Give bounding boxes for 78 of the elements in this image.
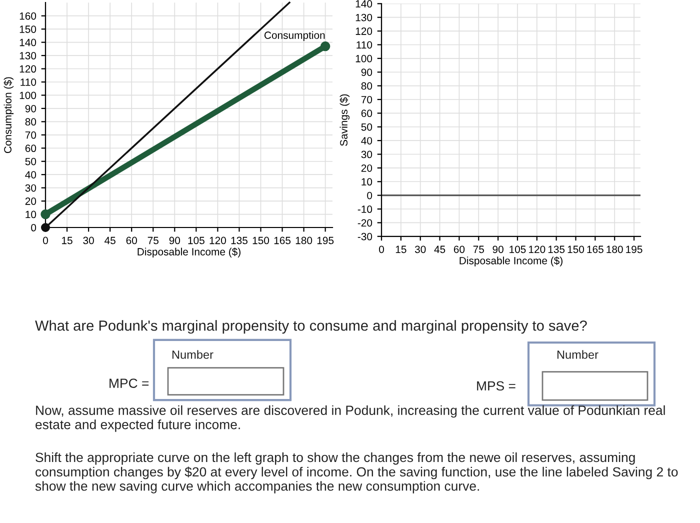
x-tick-label: 45 [104,236,116,244]
point [40,209,50,220]
x-tick-label: 150 [568,246,584,254]
y-tick-label: -20 [358,219,372,227]
x-tick-label: 165 [587,246,604,254]
text: What are Podunk's marginal propensity to consume and marginal propensity to save? [35,320,587,334]
text: Now, assume massive oil reserves are discovered in Podunk, increasing the current value of Podunkian real estate and expected future income. [36,405,665,432]
y-tick-label: 120 [356,28,372,35]
y-tick-label: 110 [356,41,372,49]
x-tick-label: 75 [473,246,484,254]
x-axis-title: Disposable Income ($) [138,248,240,258]
x-tick-label: 105 [188,236,204,244]
y-tick-label: 60 [361,110,372,118]
point [320,41,330,52]
y-tick-label: 90 [25,104,36,112]
y-tick-label: 0 [367,192,372,200]
y-tick-label: 40 [361,137,372,144]
y-tick-label: 70 [361,96,372,104]
y-tick-label: 140 [20,38,36,46]
y-tick-label: 110 [20,78,36,86]
y-tick-label: -30 [358,232,372,240]
y-tick-label: -10 [358,206,372,213]
y-tick-label: 160 [20,12,36,20]
text: MPC = [110,378,149,388]
y-tick-label: 70 [25,131,36,139]
x-tick-label: 30 [414,246,426,254]
text: MPS = [477,381,516,391]
y-tick-label: 50 [361,123,372,131]
x-tick-label: 60 [126,236,137,244]
text: Number [557,350,598,359]
x-axis-title: Disposable Income ($) [460,256,562,266]
x-tick-label: 120 [210,236,226,244]
y-tick-label: 80 [25,118,36,126]
x-tick-label: 75 [148,236,158,244]
x-tick-label: 90 [169,236,180,244]
y-axis-title: Consumption ($) [4,77,14,154]
x-tick-label: 180 [606,246,623,254]
x-tick-label: 15 [62,236,72,244]
y-tick-label: 40 [25,171,36,178]
y-tick-label: 20 [361,164,372,172]
x-tick-label: 90 [492,246,504,254]
y-tick-label: 100 [356,54,372,62]
y-tick-label: 50 [25,158,36,166]
y-axis-title: Savings ($) [340,94,350,146]
x-tick-label: 165 [274,236,291,244]
x-tick-label: 30 [83,236,94,244]
x-tick-label: 195 [626,246,642,254]
x-tick-label: 150 [252,236,270,244]
point [41,223,50,232]
y-tick-label: 130 [356,14,372,22]
x-tick-label: 0 [43,236,48,244]
x-tick-label: 0 [379,246,384,254]
x-tick-label: 45 [434,246,446,254]
y-tick-label: 90 [361,68,372,76]
x-tick-label: 105 [510,246,526,254]
text: Number [172,350,214,359]
y-tick-label: 20 [25,198,36,205]
y-tick-label: 120 [20,65,36,73]
x-tick-label: 15 [396,246,406,254]
series-label: Consumption [264,31,325,41]
y-tick-label: 150 [20,26,36,33]
x-tick-label: 60 [454,246,465,254]
x-tick-label: 135 [231,236,248,244]
x-tick-label: 180 [296,236,312,244]
y-tick-label: 60 [25,144,36,152]
x-tick-label: 120 [529,246,546,254]
text: Shift the appropriate curve on the left graph to show the changes from the newe oil reserves, assuming consumption changes by $20 at every level of income. On the saving function, use the line labeled Saving 2 to show the new saving curve which accompanies the new consumption curve. [35,452,678,494]
y-tick-label: 140 [356,0,372,8]
y-tick-label: 0 [31,224,36,232]
y-tick-label: 10 [26,210,36,218]
y-tick-label: 30 [361,150,372,158]
y-tick-label: 130 [20,52,36,60]
y-tick-label: 100 [20,92,36,100]
y-tick-label: 80 [361,82,372,90]
x-tick-label: 195 [317,236,334,244]
y-tick-label: 30 [25,184,36,192]
y-tick-label: 10 [362,178,372,186]
x-tick-label: 135 [548,246,565,254]
